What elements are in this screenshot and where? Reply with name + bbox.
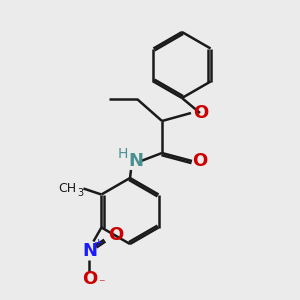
Text: CH: CH [58, 182, 76, 195]
Text: H: H [118, 147, 128, 161]
Text: ⁻: ⁻ [98, 277, 105, 290]
Text: 3: 3 [77, 188, 83, 199]
Text: O: O [108, 226, 123, 244]
Text: O: O [82, 271, 97, 289]
Text: O: O [192, 152, 208, 170]
Text: N: N [82, 242, 97, 260]
Text: N: N [128, 152, 143, 170]
Text: O: O [193, 104, 208, 122]
Text: +: + [94, 238, 103, 248]
